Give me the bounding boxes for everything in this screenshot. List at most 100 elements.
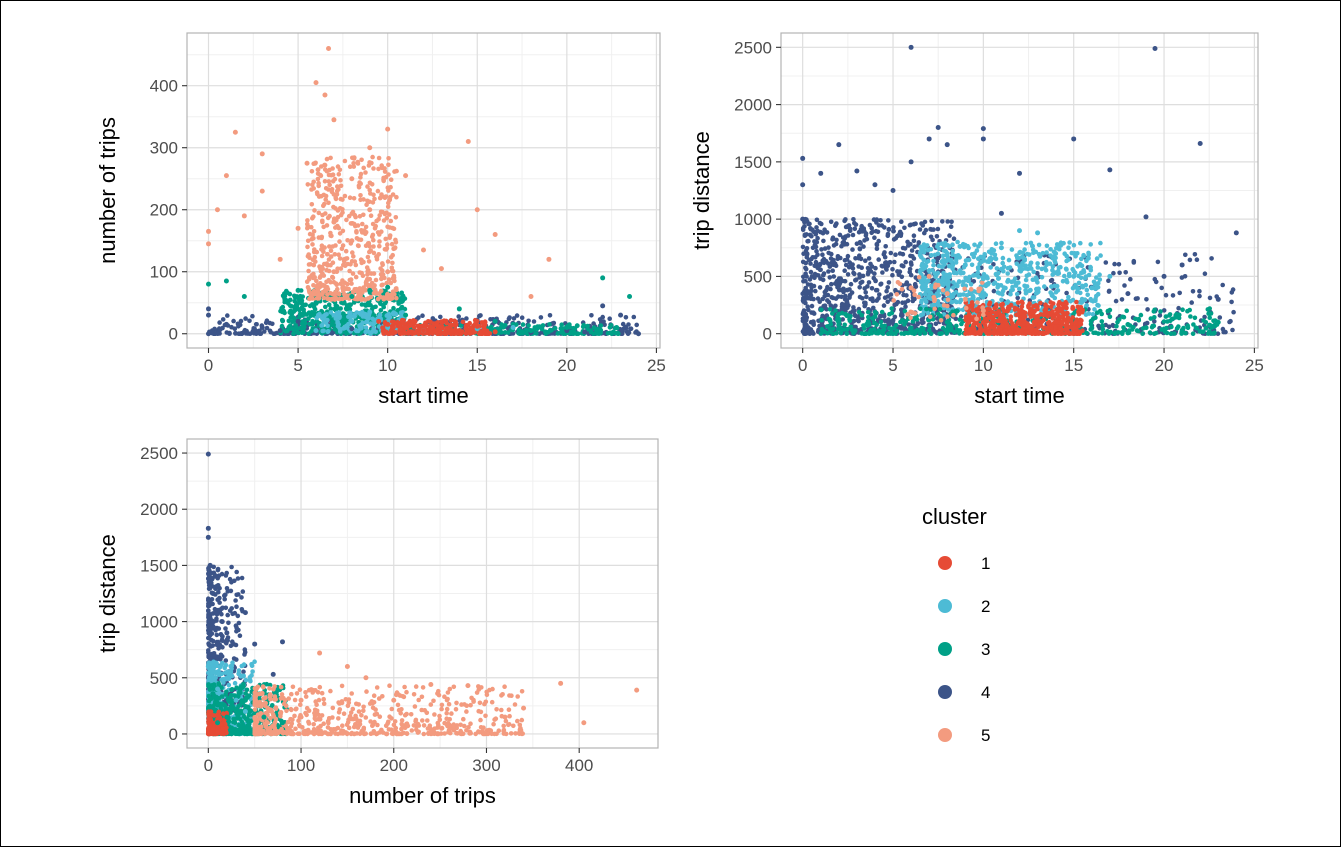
cloud-point-3	[280, 310, 285, 315]
cloud-point-4	[803, 272, 808, 277]
x-tick-label: 25	[647, 356, 666, 375]
data-point	[385, 127, 390, 132]
data-point	[296, 226, 301, 231]
cloud-point-4	[885, 285, 890, 290]
cloud-point-5	[338, 281, 343, 286]
cloud-point-1	[439, 319, 444, 324]
cloud-point-2	[1010, 285, 1015, 290]
cloud-point-2	[364, 325, 369, 330]
cloud-point-4	[913, 221, 918, 226]
cloud-point-3	[828, 318, 833, 323]
cloud-point-5	[387, 198, 392, 203]
cloud-point-2	[952, 270, 957, 275]
cloud-point-1	[482, 322, 487, 327]
cloud-point-4	[900, 300, 905, 305]
cloud-point-3	[943, 328, 948, 333]
cloud-point-1	[467, 321, 472, 326]
cloud-point-4	[477, 314, 482, 319]
cloud-point-1	[1053, 325, 1058, 330]
cloud-point-1	[1044, 327, 1049, 332]
cloud-point-4	[1218, 315, 1223, 320]
cloud-point-4	[254, 322, 259, 327]
cloud-point-5	[389, 219, 394, 224]
cloud-point-4	[254, 331, 259, 336]
cloud-point-4	[885, 299, 890, 304]
cloud-point-3	[862, 326, 867, 331]
cloud-point-4	[889, 292, 894, 297]
cloud-point-4	[817, 299, 822, 304]
cloud-point-5	[335, 266, 340, 271]
cloud-point-3	[1181, 326, 1186, 331]
cloud-point-1	[1041, 331, 1046, 336]
cloud-point-1	[391, 325, 396, 330]
cloud-point-5	[367, 200, 372, 205]
cloud-point-4	[834, 296, 839, 301]
cloud-point-5	[310, 202, 315, 207]
cloud-point-4	[893, 252, 898, 257]
cloud-point-3	[868, 329, 873, 334]
cloud-point-2	[964, 258, 969, 263]
cloud-point-2	[1062, 274, 1067, 279]
cloud-point-4	[1177, 291, 1182, 296]
cloud-point-5	[337, 239, 342, 244]
data-point	[278, 328, 283, 333]
cloud-point-3	[291, 331, 296, 336]
cloud-point-5	[306, 252, 311, 257]
cloud-point-5	[388, 233, 393, 238]
cloud-point-2	[931, 259, 936, 264]
cloud-point-5	[358, 193, 363, 198]
cloud-point-4	[888, 260, 893, 265]
cloud-point-5	[325, 252, 330, 257]
cloud-point-2	[1066, 245, 1071, 250]
cloud-point-3	[1133, 317, 1138, 322]
cloud-point-4	[1114, 299, 1119, 304]
cloud-point-3	[957, 331, 962, 336]
data-point	[475, 207, 480, 212]
cloud-point-1	[1006, 305, 1011, 310]
cloud-point-2	[359, 312, 364, 317]
cloud-point-1	[1000, 323, 1005, 328]
data-point	[367, 310, 372, 315]
cloud-point-3	[921, 328, 926, 333]
cloud-point-3	[866, 315, 871, 320]
cloud-point-4	[849, 282, 854, 287]
cloud-point-4	[879, 282, 884, 287]
cloud-point-2	[920, 285, 925, 290]
cloud-point-5	[386, 163, 391, 168]
cloud-point-4	[849, 264, 854, 269]
cloud-point-5	[311, 257, 316, 262]
cloud-point-3	[1212, 330, 1217, 335]
cloud-point-5	[389, 177, 394, 182]
cloud-point-4	[873, 279, 878, 284]
data-point	[349, 326, 354, 331]
cloud-point-3	[1093, 316, 1098, 321]
cloud-point-3	[1101, 327, 1106, 332]
cloud-point-4	[801, 245, 806, 250]
cloud-point-4	[851, 233, 856, 238]
cloud-point-4	[456, 314, 461, 319]
cloud-point-3	[284, 289, 289, 294]
cloud-point-2	[1053, 256, 1058, 261]
cloud-point-2	[1094, 294, 1099, 299]
cloud-point-4	[843, 294, 848, 299]
cloud-point-2	[926, 259, 931, 264]
cloud-point-3	[927, 324, 932, 329]
cloud-point-4	[624, 315, 629, 320]
cloud-point-4	[876, 257, 881, 262]
cloud-point-4	[841, 287, 846, 292]
cloud-point-4	[899, 233, 904, 238]
cloud-point-5	[323, 197, 328, 202]
data-point	[385, 269, 390, 274]
cloud-point-5	[368, 181, 373, 186]
cloud-point-3	[379, 308, 384, 313]
cloud-point-3	[1115, 320, 1120, 325]
cloud-point-4	[854, 222, 859, 227]
cloud-point-2	[950, 242, 955, 247]
cloud-point-4	[874, 220, 879, 225]
cloud-point-3	[310, 322, 315, 327]
cloud-point-4	[822, 227, 827, 232]
data-point	[421, 328, 426, 333]
cloud-point-5	[348, 262, 353, 267]
cloud-point-4	[900, 326, 905, 331]
cloud-point-4	[1117, 271, 1122, 276]
